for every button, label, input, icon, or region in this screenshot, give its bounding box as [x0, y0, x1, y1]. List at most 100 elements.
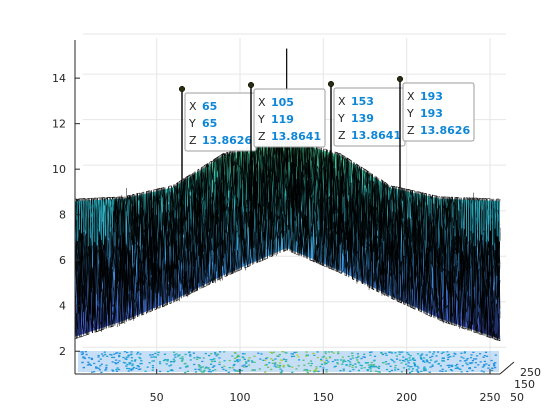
contour-dot — [423, 366, 426, 368]
contour-dot — [448, 366, 451, 368]
contour-dot — [111, 356, 114, 359]
contour-dot — [127, 368, 130, 370]
contour-dot — [133, 360, 136, 362]
contour-dot — [451, 364, 454, 366]
contour-dot — [180, 360, 184, 362]
contour-dot — [494, 367, 497, 369]
contour-dot — [231, 367, 234, 369]
contour-dot — [223, 365, 226, 367]
contour-dot — [405, 358, 409, 360]
contour-dot — [241, 353, 245, 355]
contour-dot — [253, 369, 256, 371]
contour-dot — [208, 369, 211, 371]
contour-dot — [200, 371, 203, 373]
mesh-segment — [84, 292, 86, 297]
mesh-segment — [412, 227, 415, 231]
mesh-segment — [153, 196, 156, 215]
contour-dot — [342, 368, 345, 370]
mesh-segment — [202, 252, 205, 273]
contour-dot — [152, 356, 156, 358]
mesh-segment — [412, 217, 415, 220]
contour-dot — [484, 351, 488, 353]
contour-dot — [406, 352, 409, 354]
x-tick-label: 250 — [480, 391, 501, 404]
mesh-segment — [315, 234, 317, 238]
mesh-segment — [100, 260, 103, 273]
z-tick-label: 4 — [59, 300, 66, 313]
mesh-segment — [221, 265, 223, 281]
contour-dot — [325, 359, 328, 361]
mesh-segment — [139, 245, 141, 258]
contour-dot — [199, 370, 202, 372]
contour-dot — [429, 356, 432, 359]
contour-dot — [152, 360, 155, 362]
contour-dot — [405, 363, 408, 365]
contour-dot — [290, 353, 293, 355]
contour-dot — [286, 364, 290, 366]
contour-dot — [264, 359, 267, 361]
contour-dot — [106, 355, 109, 357]
contour-dot — [228, 359, 231, 362]
contour-dot — [169, 369, 172, 372]
contour-dot — [284, 351, 287, 354]
contour-dot — [400, 371, 403, 373]
contour-dot — [390, 369, 393, 372]
contour-dot — [403, 360, 406, 362]
contour-dot — [162, 359, 166, 362]
contour-dot — [130, 369, 133, 371]
mesh-segment — [222, 192, 224, 197]
contour-dot — [486, 355, 489, 357]
contour-dot — [154, 356, 157, 358]
contour-dot — [285, 359, 288, 361]
mesh-segment — [492, 264, 495, 270]
contour-dot — [422, 360, 425, 362]
contour-dot — [172, 361, 175, 363]
mesh-segment — [411, 269, 413, 275]
contour-dot — [372, 365, 375, 367]
mesh-segment — [191, 175, 194, 188]
datatip-value: 65 — [202, 100, 217, 113]
mesh-segment — [204, 218, 207, 234]
contour-dot — [425, 359, 428, 361]
contour-dot — [387, 363, 390, 365]
y-tick-label: 250 — [520, 366, 541, 379]
contour-dot — [358, 362, 361, 364]
mesh-segment — [106, 241, 108, 265]
mesh-segment — [92, 273, 95, 277]
contour-dot — [446, 364, 449, 367]
mesh-segment — [283, 177, 285, 182]
contour-dot — [172, 351, 176, 353]
datatip-value: 153 — [351, 95, 374, 108]
datatip: X 65 Y 65 Z 13.8626 — [178, 85, 257, 249]
mesh-segment — [426, 207, 428, 219]
contour-dot — [118, 352, 121, 354]
contour-dot — [233, 351, 236, 354]
contour-dot — [416, 365, 419, 367]
contour-dot — [320, 363, 323, 365]
contour-dot — [373, 363, 376, 366]
mesh-segment — [221, 215, 224, 230]
contour-dot — [409, 355, 412, 357]
contour-dot — [197, 364, 200, 366]
mesh-segment — [231, 223, 233, 247]
contour-dot — [371, 366, 374, 368]
mesh-segment — [235, 177, 238, 200]
contour-dot — [494, 362, 497, 364]
contour-dot — [278, 362, 282, 364]
mesh-segment — [423, 299, 426, 302]
contour-dot — [310, 362, 313, 365]
mesh-segment — [306, 221, 308, 249]
contour-dot — [431, 355, 434, 358]
contour-dot — [223, 360, 226, 362]
contour-dot — [166, 359, 169, 361]
mesh-segment — [175, 204, 177, 210]
contour-dot — [380, 351, 383, 354]
mesh-segment — [383, 279, 385, 284]
contour-dot — [112, 370, 115, 372]
contour-dot — [424, 368, 427, 370]
contour-dot — [197, 368, 200, 370]
contour-dot — [341, 363, 344, 365]
contour-dot — [363, 356, 366, 358]
contour-dot — [218, 363, 221, 366]
contour-dot — [196, 356, 199, 358]
